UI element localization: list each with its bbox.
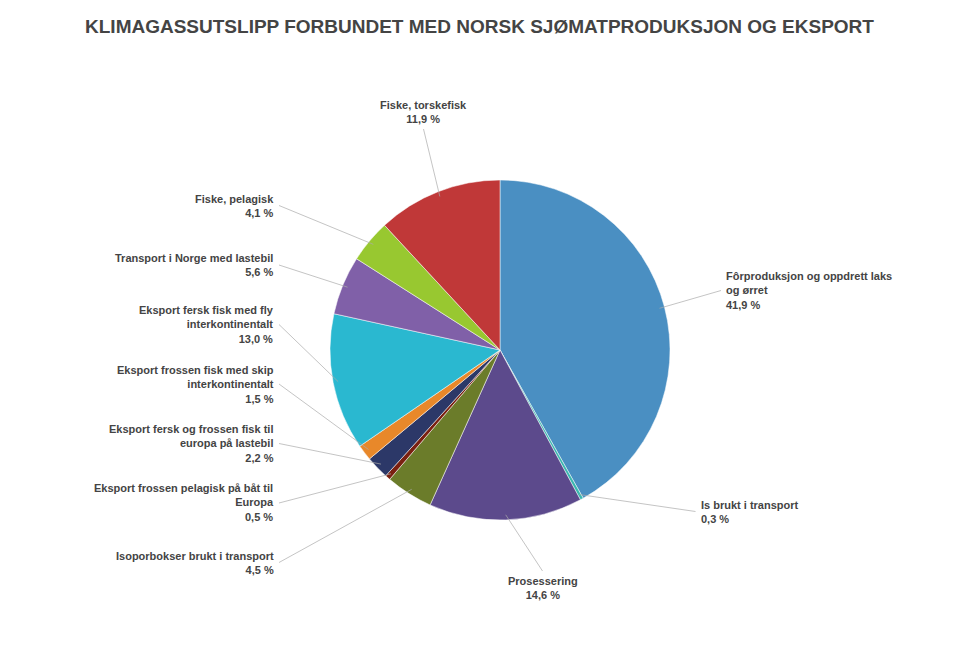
svg-text:Eksport fersk og frossen fisk: Eksport fersk og frossen fisk tileuropa …	[109, 423, 274, 464]
svg-text:Prosessering14,6 %: Prosessering14,6 %	[508, 575, 578, 601]
svg-text:Fôrproduksjon og oppdrett laks: Fôrproduksjon og oppdrett laksog ørret41…	[726, 270, 892, 311]
svg-text:Is brukt i transport0,3 %: Is brukt i transport0,3 %	[701, 499, 799, 525]
svg-text:Fiske, torskefisk11,9 %: Fiske, torskefisk11,9 %	[380, 99, 467, 125]
svg-text:KLIMAGASSUTSLIPP FORBUNDET MED: KLIMAGASSUTSLIPP FORBUNDET MED NORSK SJØ…	[85, 16, 874, 37]
svg-text:Fiske, pelagisk4,1 %: Fiske, pelagisk4,1 %	[195, 193, 274, 219]
svg-text:Transport i Norge med lastebil: Transport i Norge med lastebil5,6 %	[115, 252, 274, 278]
svg-text:Eksport frossen pelagisk på bå: Eksport frossen pelagisk på båt tilEurop…	[94, 482, 274, 523]
svg-text:Eksport frossen fisk med skipi: Eksport frossen fisk med skipinterkontin…	[117, 364, 274, 405]
svg-text:Isoporbokser brukt i transport: Isoporbokser brukt i transport4,5 %	[116, 550, 274, 576]
svg-text:Eksport fersk fisk med flyinte: Eksport fersk fisk med flyinterkontinent…	[139, 304, 274, 345]
